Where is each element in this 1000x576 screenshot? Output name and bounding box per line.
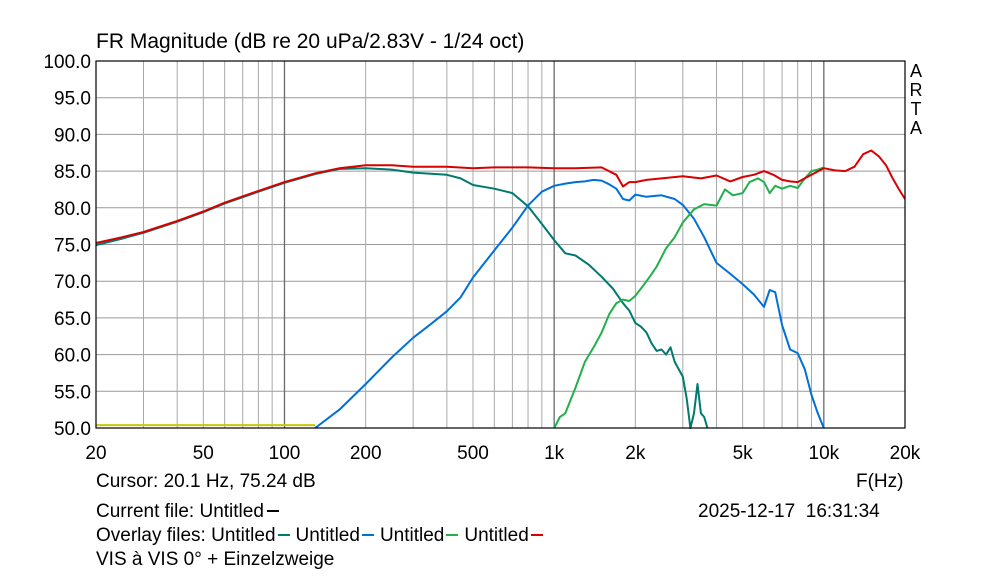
arta-letter: R	[909, 80, 923, 100]
date-text: 2025-12-17	[698, 501, 796, 522]
y-tick-label: 80.0	[54, 199, 91, 220]
chart-title: FR Magnitude (dB re 20 uPa/2.83V - 1/24 …	[96, 30, 525, 53]
current-file-swatch	[266, 509, 279, 512]
arta-letter: T	[910, 99, 922, 119]
overlay-prefix: Overlay files:	[96, 525, 206, 546]
series-line-5	[95, 149, 906, 244]
overlay-file-label: Untitled	[295, 525, 360, 546]
series-line-4	[553, 166, 825, 429]
overlay-file-swatch	[361, 533, 374, 536]
note-line: VIS à VIS 0° + Einzelzweige	[96, 549, 335, 570]
overlay-file-swatch	[277, 533, 290, 536]
y-tick-label: 75.0	[54, 236, 91, 257]
y-tick-label: 100.0	[43, 52, 91, 73]
timestamp: 2025-12-17 16:31:34	[698, 501, 880, 523]
y-tick-label: 95.0	[54, 89, 91, 110]
x-axis-label: F(Hz)	[856, 471, 904, 492]
series-line-3	[314, 178, 825, 429]
overlay-file-label: Untitled	[464, 525, 529, 546]
x-tick-label: 50	[193, 443, 214, 464]
y-tick-label: 55.0	[54, 382, 91, 403]
overlay-file-swatch	[530, 533, 543, 536]
overlay-file-swatch	[446, 533, 459, 536]
x-axis-tick-labels: 20 50 100 200 500 1k 2k 5k 10k 20k	[85, 443, 920, 464]
y-tick-label: 50.0	[54, 419, 91, 440]
arta-letter: A	[909, 61, 922, 81]
cursor-readout: Cursor: 20.1 Hz, 75.24 dB	[96, 471, 316, 492]
y-axis-tick-labels: 50.0 55.0 60.0 65.0 70.0 75.0 80.0 85.0 90.0 95.0…	[43, 52, 91, 440]
x-tick-label: 2k	[625, 443, 646, 464]
x-tick-label: 200	[350, 443, 382, 464]
y-tick-label: 85.0	[54, 162, 91, 183]
y-tick-label: 60.0	[54, 346, 91, 367]
x-tick-label: 20k	[890, 443, 921, 464]
overlay-file-label: Untitled	[211, 525, 276, 546]
overlay-file-label: Untitled	[379, 525, 445, 546]
y-tick-label: 70.0	[54, 272, 91, 293]
x-tick-label: 10k	[809, 443, 840, 464]
series-line-2	[95, 167, 709, 429]
overlay-files-line: Overlay files: Untitled Untitled Untitled U…	[96, 525, 549, 547]
x-tick-label: 500	[457, 443, 489, 464]
x-tick-label: 20	[85, 443, 106, 464]
x-tick-label: 5k	[733, 443, 754, 464]
current-file-label: Current file: Untitled	[96, 501, 264, 522]
x-tick-label: 1k	[544, 443, 565, 464]
plot-frame	[95, 60, 906, 429]
y-tick-label: 90.0	[54, 125, 91, 146]
chart-curves	[95, 149, 906, 429]
x-tick-label: 100	[269, 443, 301, 464]
chart-grid	[95, 60, 906, 429]
time-text: 16:31:34	[805, 501, 880, 522]
arta-letter: A	[909, 118, 922, 138]
y-tick-label: 65.0	[54, 309, 91, 330]
current-file-line: Current file: Untitled	[96, 501, 285, 523]
